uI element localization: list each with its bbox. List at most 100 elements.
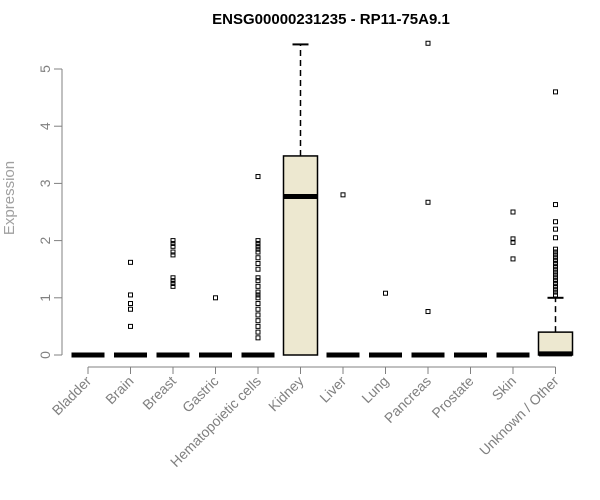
outlier-point [553,226,558,232]
x-tick-label: Breast [139,373,179,413]
outlier-point [170,281,176,286]
x-tick-label: Prostate [428,373,476,421]
outlier-point [553,246,558,252]
outlier-point [553,252,558,258]
outlier-point [170,243,176,249]
box-lung [369,290,402,358]
outlier-point [170,283,176,289]
outlier-point [255,292,261,298]
y-tick-label: 0 [37,351,53,359]
outlier-point [383,290,388,296]
outlier-point [170,240,176,246]
outlier-point [255,283,261,289]
outlier-point [255,255,261,261]
box-kidney [282,43,319,356]
outlier-point [255,335,261,341]
outlier-point [255,260,261,266]
box-rect [282,155,319,356]
outlier-point [255,323,261,329]
outlier-point [170,275,176,281]
outlier-point [170,278,176,284]
outlier-point [553,292,558,298]
box-breast [156,238,190,358]
y-axis: 0 1 2 3 4 5 [37,65,63,359]
box-pancreas [411,40,445,358]
outlier-point [553,272,558,278]
outlier-point [553,263,558,269]
outlier-point [553,260,558,266]
x-tick-label: Brain [102,373,136,407]
outlier-point [510,236,516,242]
outlier-point [255,275,261,281]
outlier-point [553,278,558,284]
outlier-point [255,174,261,180]
outlier-point [255,312,261,318]
x-tick-label: Liver [316,373,349,406]
y-tick-label: 4 [37,122,53,130]
outlier-point [553,258,558,264]
box-hematopoietic-cells [241,174,275,358]
outlier-point [128,292,133,298]
outlier-point [553,89,558,95]
outlier-point [553,266,558,272]
box-gastric [199,295,232,358]
y-tick-label: 3 [37,179,53,187]
x-tick-label: Lung [358,373,391,406]
outlier-point [255,301,261,307]
outlier-point [213,295,218,301]
box-unknown-other [537,89,574,357]
outlier-point [255,243,261,249]
outlier-point [128,306,133,312]
outlier-point [255,295,261,301]
x-tick-label: Kidney [265,373,307,415]
outlier-point [170,238,176,244]
outlier-point [255,266,261,272]
y-axis-label: Expression [1,161,18,235]
outlier-point [425,40,431,46]
box-skin [496,209,530,358]
outlier-point [128,323,133,329]
box-liver [326,192,360,358]
outlier-point [553,269,558,275]
outlier-point [170,249,176,255]
y-tick-label: 2 [37,236,53,244]
y-tick-label: 5 [37,65,53,73]
outlier-point [553,283,558,289]
outlier-point [510,256,516,262]
outlier-point [255,238,261,244]
outlier-point [255,318,261,324]
outlier-point [128,259,133,265]
outlier-point [255,329,261,335]
outlier-point [128,301,133,307]
y-tick-label: 1 [37,294,53,302]
outlier-point [255,289,261,295]
outlier-point [170,252,176,258]
box-brain [114,259,147,358]
x-tick-label: Unknown / Other [476,373,562,459]
boxes [71,40,574,358]
x-tick-label: Bladder [49,373,95,419]
outlier-point [255,278,261,284]
outlier-point [553,281,558,286]
outlier-point [255,240,261,246]
x-tick-label: Skin [489,373,520,404]
x-tick-label: Pancreas [381,373,434,426]
outlier-point [553,286,558,292]
outlier-point [340,192,346,198]
outlier-point [510,209,516,215]
outlier-point [553,275,558,281]
outlier-point [425,309,431,315]
chart-title: ENSG00000231235 - RP11-75A9.1 [212,11,450,28]
outlier-point [255,306,261,312]
outlier-point [553,219,558,225]
outlier-point [553,202,558,208]
outlier-point [553,249,558,255]
outlier-point [425,199,431,205]
outlier-point [553,235,558,241]
outlier-point [553,289,558,295]
outlier-point [255,249,261,255]
outlier-point [553,255,558,261]
outlier-point [510,239,516,245]
